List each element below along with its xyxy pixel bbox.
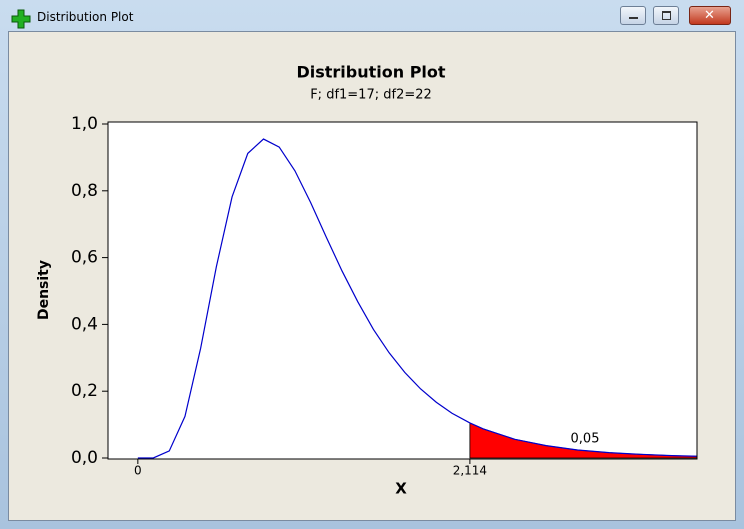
y-tick-label: 0,6 — [71, 248, 98, 268]
chart-title: Distribution Plot — [296, 63, 445, 82]
y-tick-label: 0,8 — [71, 181, 98, 201]
plot-frame — [107, 121, 698, 460]
x-tick-label: 0 — [134, 464, 142, 478]
window-title: Distribution Plot — [37, 10, 134, 24]
chart-subtitle: F; df1=17; df2=22 — [310, 88, 432, 103]
density-curve — [137, 138, 698, 459]
close-button[interactable]: ✕ — [689, 6, 731, 25]
x-axis-label: X — [395, 480, 407, 498]
plot-area — [108, 122, 697, 459]
x-tick-label: 2,114 — [453, 464, 487, 478]
area-label: 0,05 — [571, 432, 600, 447]
minimize-button[interactable] — [620, 6, 646, 25]
y-tick-label: 0,4 — [71, 314, 98, 334]
y-axis-label: Density — [36, 260, 52, 320]
y-tick-label: 0,2 — [71, 381, 98, 401]
maximize-button[interactable] — [653, 6, 679, 25]
app-icon — [11, 9, 31, 29]
y-tick-label: 0,0 — [71, 448, 98, 468]
y-tick-label: 1,0 — [71, 114, 98, 134]
